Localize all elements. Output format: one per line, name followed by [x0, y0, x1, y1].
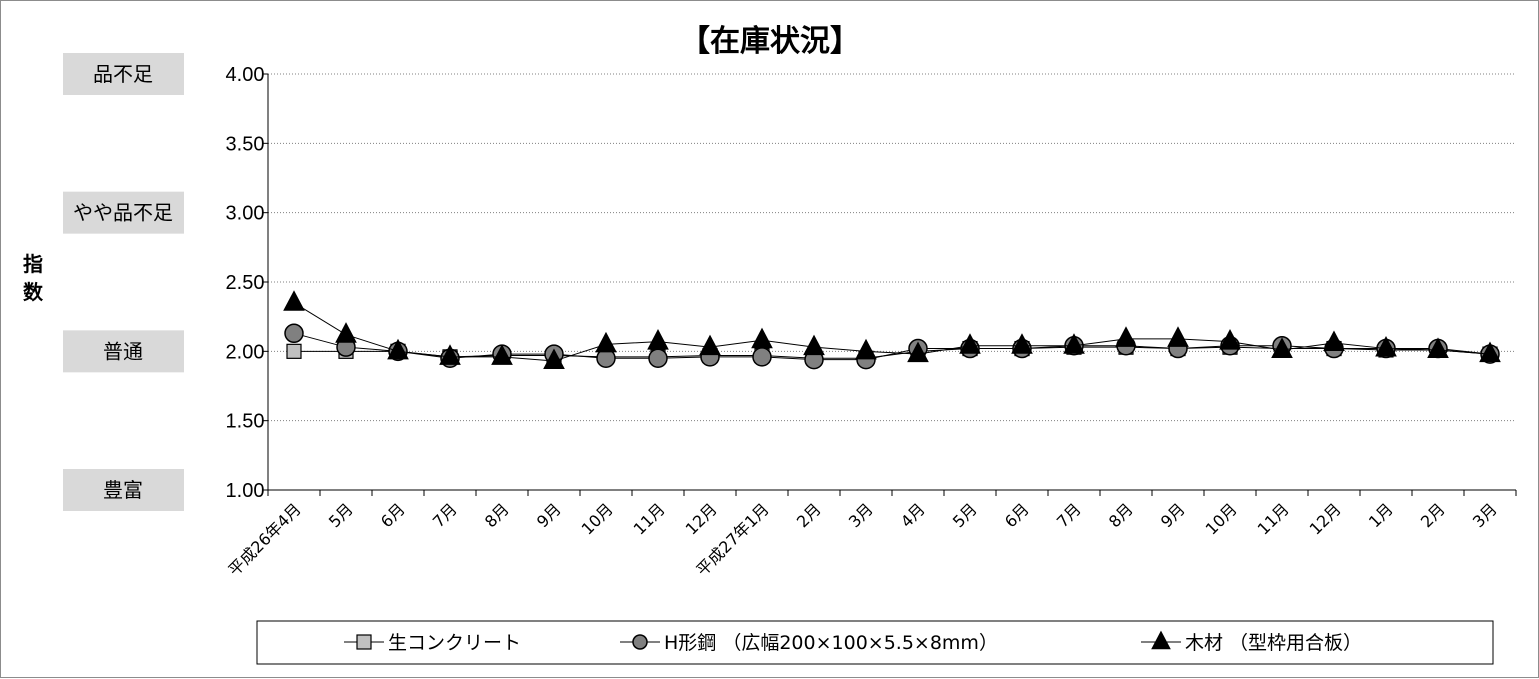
data-point	[648, 348, 668, 369]
x-tick-label: 11月	[1254, 499, 1293, 538]
series-line	[293, 302, 1491, 362]
legend-marker	[356, 634, 372, 650]
band-label-text: やや品不足	[73, 201, 173, 225]
x-tick-label: 4月	[897, 499, 929, 531]
data-point	[595, 331, 617, 353]
legend: 生コンクリート H形鋼 （広幅200×100×5.5×8mm） 木材 （型枠用合板）	[256, 620, 1494, 665]
data-point	[543, 348, 565, 370]
x-tick-label: 7月	[429, 499, 461, 531]
data-point	[959, 333, 981, 354]
x-tick-label: 6月	[377, 499, 409, 531]
x-tick-label: 3月	[1469, 499, 1501, 531]
data-point	[752, 347, 772, 367]
data-point	[1063, 333, 1085, 354]
series-2	[284, 323, 1500, 370]
legend-item: 木材 （型枠用合板）	[1141, 630, 1362, 654]
x-tick-label: 2月	[793, 499, 825, 531]
data-point	[1115, 326, 1137, 347]
chart-title: 【在庫状況】	[680, 24, 860, 59]
data-point	[1271, 337, 1293, 358]
data-point	[699, 334, 721, 356]
y-tick-label: 1.50	[226, 411, 265, 433]
data-point	[439, 344, 461, 365]
legend-label: 生コンクリート	[388, 632, 521, 654]
data-point	[1479, 341, 1501, 363]
y-tick-label: 1.00	[226, 480, 265, 502]
x-tick-label: 9月	[533, 499, 565, 531]
x-tick-label: 5月	[325, 499, 357, 531]
series-group	[283, 290, 1501, 370]
data-point	[907, 341, 929, 363]
data-point	[1167, 326, 1189, 347]
data-point	[286, 343, 302, 359]
data-point	[335, 322, 357, 343]
x-tick-label: 2月	[1417, 499, 1449, 531]
band-label-text: 普通	[103, 339, 143, 363]
x-tick-label: 平成26年4月	[225, 499, 305, 579]
gridlines	[268, 73, 1516, 422]
x-tick-label: 5月	[949, 499, 981, 531]
data-point	[1323, 330, 1345, 352]
data-point	[1011, 333, 1033, 354]
legend-label: 木材 （型枠用合板）	[1185, 632, 1362, 654]
data-point	[1219, 329, 1241, 350]
band-label-text: 豊富	[103, 478, 143, 502]
data-point	[284, 323, 304, 344]
data-point	[1427, 337, 1449, 358]
y-tick-label: 2.00	[226, 341, 265, 363]
legend-marker	[632, 634, 648, 650]
x-tick-label: 6月	[1001, 499, 1033, 531]
data-point	[1375, 335, 1397, 357]
data-point	[803, 334, 825, 356]
y-axis-label: 指数	[23, 252, 44, 304]
x-tick-label: 9月	[1157, 499, 1189, 531]
legend-marker	[1151, 630, 1171, 650]
band-label: 豊富	[63, 469, 184, 511]
band-label-text: 品不足	[93, 62, 153, 86]
x-tick-label: 7月	[1053, 499, 1085, 531]
x-tick-label: 8月	[1105, 499, 1137, 531]
data-point	[491, 344, 513, 365]
y-tick-label: 4.00	[226, 64, 265, 86]
legend-label: H形鋼 （広幅200×100×5.5×8mm）	[664, 632, 998, 654]
band-label: 普通	[63, 330, 184, 373]
data-point	[855, 338, 877, 360]
legend-box	[256, 620, 1494, 665]
x-tick-label: 10月	[578, 499, 617, 538]
x-tick-label: 10月	[1202, 499, 1241, 538]
band-label: やや品不足	[63, 191, 184, 234]
band-label: 品不足	[63, 53, 184, 95]
y-tick-label: 3.50	[226, 133, 265, 155]
data-point	[283, 290, 305, 311]
data-point	[647, 329, 669, 350]
x-tick-label: 3月	[845, 499, 877, 531]
x-tick-label: 12月	[1306, 499, 1345, 538]
x-tick-label: 12月	[682, 499, 721, 538]
y-tick-label: 2.50	[226, 272, 265, 294]
data-point	[751, 327, 773, 349]
x-tick-label: 8月	[481, 499, 513, 531]
y-axis-ticks: 1.00 1.50 2.00 2.50 3.00 3.50 4.00	[226, 64, 268, 502]
data-point	[387, 338, 409, 360]
x-tick-label: 11月	[630, 499, 669, 538]
legend-item: 生コンクリート	[344, 632, 521, 654]
y-tick-label: 3.00	[226, 203, 265, 225]
legend-item: H形鋼 （広幅200×100×5.5×8mm）	[620, 632, 998, 654]
series-3	[283, 290, 1501, 370]
x-tick-label: 1月	[1365, 499, 1397, 531]
